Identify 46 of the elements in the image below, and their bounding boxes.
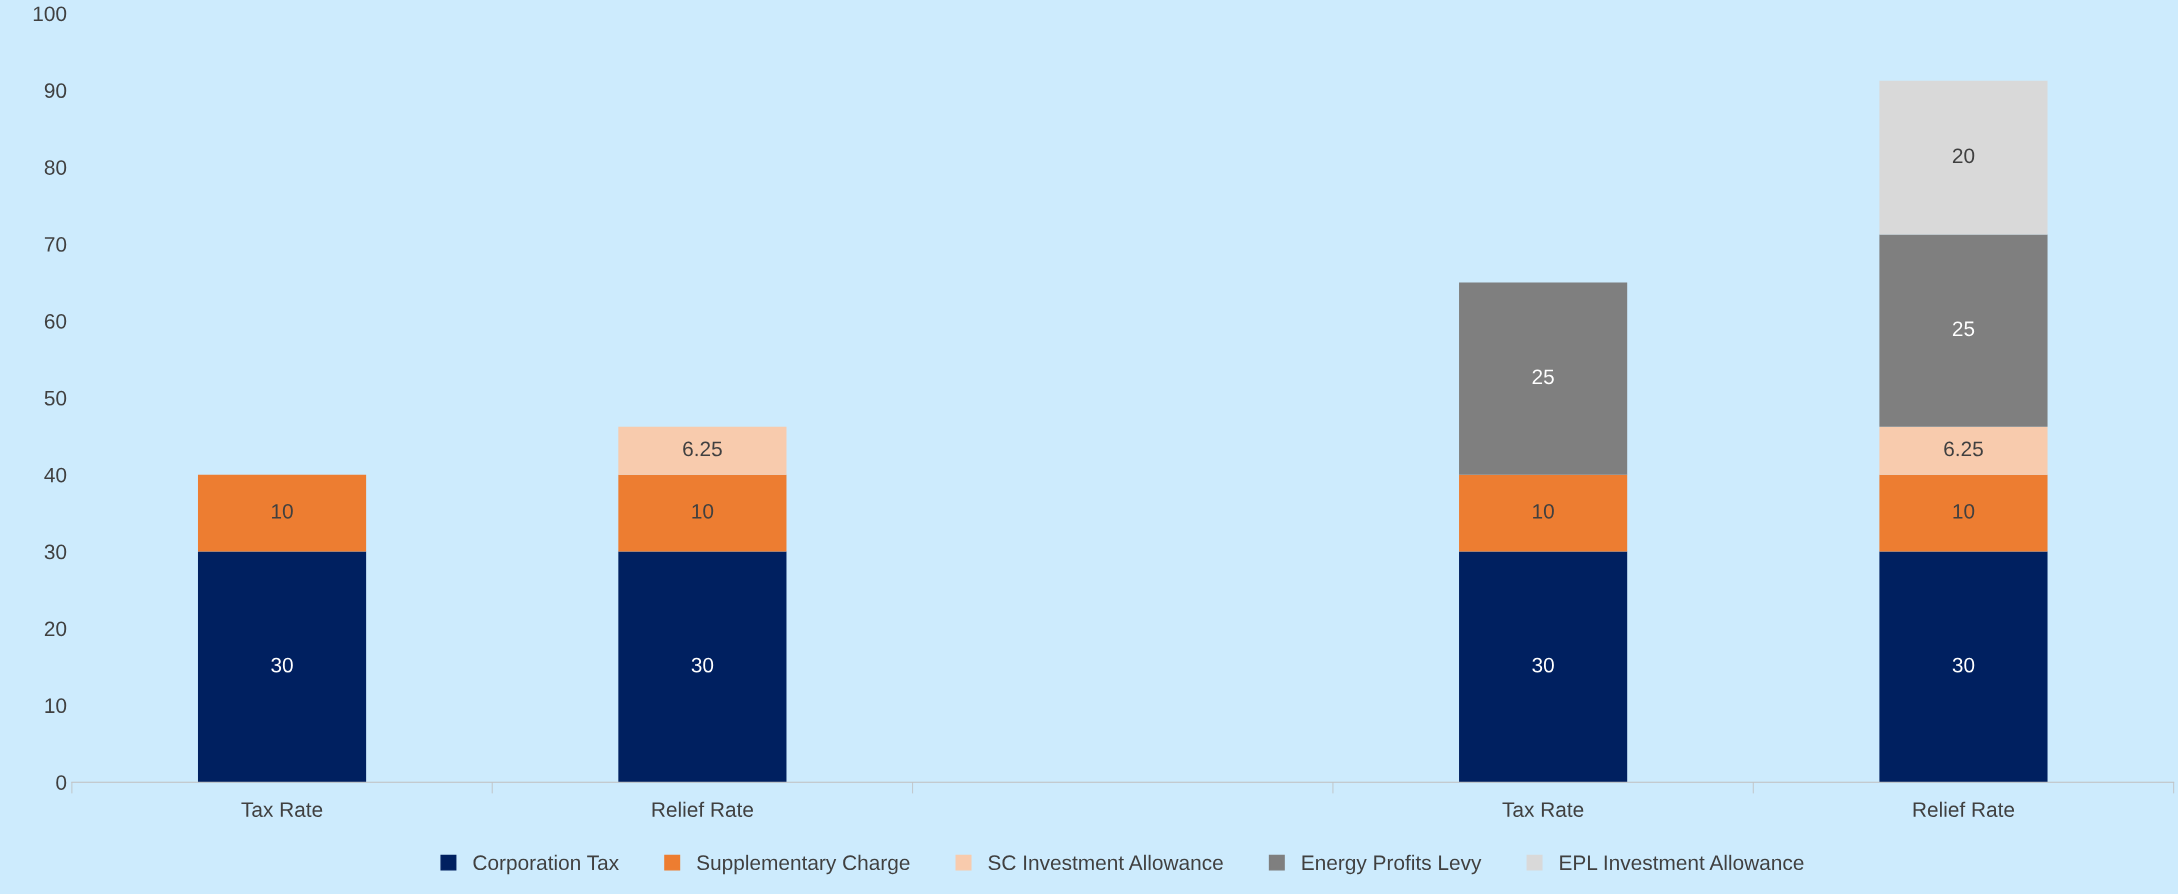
y-tick-label: 50: [44, 390, 67, 406]
legend-label: Corporation Tax: [473, 854, 619, 875]
bar: [1879, 426, 2048, 475]
legend-label: EPL Investment Allowance: [1560, 854, 1804, 871]
y-tick-label: 80: [44, 160, 67, 175]
bar: [1879, 474, 2048, 552]
data-label: 25: [1952, 321, 1975, 337]
x-tick-label: Tax Rate: [241, 802, 323, 817]
legend-label: SC Investment Allowance: [988, 854, 1223, 871]
data-label: 10: [1953, 504, 1975, 519]
bar: [618, 551, 787, 783]
bar: [618, 426, 787, 475]
bar: [197, 551, 367, 783]
x-tick-label: Relief Rate: [1913, 801, 2015, 817]
data-label: 6.25: [1944, 441, 1983, 457]
bar: [197, 474, 367, 552]
data-label: 20: [1952, 148, 1975, 164]
data-label: 30: [271, 657, 293, 673]
legend-label: Energy Profits Levy: [1302, 854, 1482, 875]
bar: [1459, 474, 1628, 552]
y-tick-label: 100: [33, 6, 67, 22]
data-label: 30: [1952, 657, 1975, 673]
bar: [1459, 551, 1628, 783]
bar: [1879, 80, 2048, 235]
y-tick-label: 20: [44, 621, 67, 637]
y-tick-label: 10: [45, 698, 67, 714]
y-tick-label: 0: [56, 775, 67, 790]
data-label: 30: [1532, 657, 1554, 673]
data-label: 10: [692, 504, 714, 519]
data-label: 25: [1532, 369, 1554, 385]
bar: [1879, 234, 2048, 427]
y-tick-label: 40: [44, 467, 67, 483]
data-label: 30: [691, 657, 714, 673]
bar: [618, 474, 787, 552]
x-tick-label: Tax Rate: [1502, 802, 1584, 817]
x-tick-label: Relief Rate: [652, 801, 754, 817]
legend-label: Supplementary Charge: [697, 854, 910, 875]
y-tick-label: 60: [44, 313, 67, 329]
data-label: 10: [1533, 504, 1554, 519]
y-tick-label: 30: [44, 544, 67, 560]
bar: [1879, 551, 2048, 783]
data-label: 10: [272, 504, 293, 519]
bar: [1459, 282, 1628, 475]
y-tick-label: 90: [44, 83, 67, 99]
y-tick-label: 70: [44, 237, 67, 252]
data-label: 6.25: [683, 441, 722, 457]
